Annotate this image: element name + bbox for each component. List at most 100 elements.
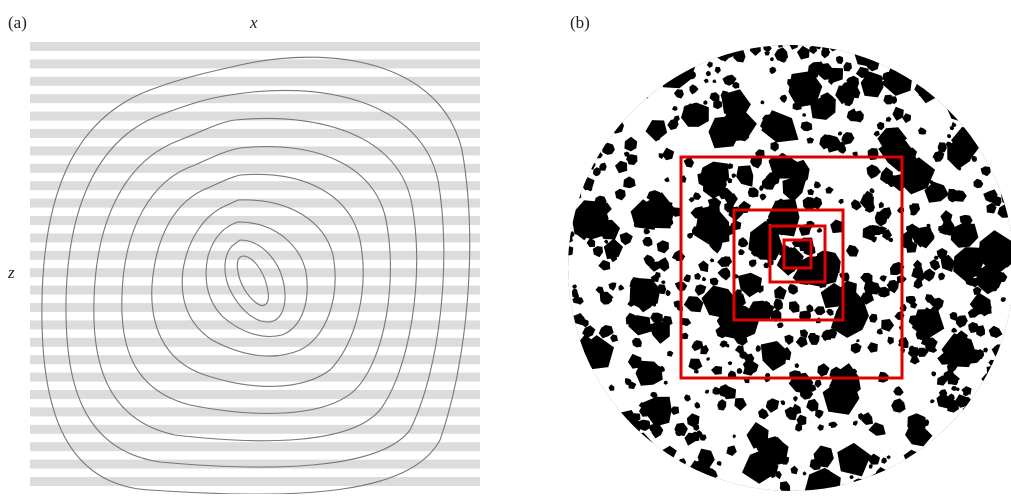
aggregate (585, 146, 589, 150)
aggregate (569, 163, 579, 172)
aggregate (601, 50, 609, 57)
aggregate (603, 54, 643, 83)
aggregate (907, 464, 920, 476)
aggregate (988, 119, 1001, 131)
aggregate (560, 92, 576, 106)
aggregate (845, 47, 850, 52)
aggregate (671, 484, 679, 491)
aggregate (965, 466, 975, 474)
aggregate (562, 245, 573, 256)
aggregate (640, 487, 648, 494)
aggregate (970, 429, 977, 436)
stripe (30, 129, 480, 138)
aggregate (576, 417, 591, 429)
aggregate (571, 431, 583, 446)
aggregate (566, 92, 572, 99)
aggregate (573, 401, 589, 415)
stripe (30, 320, 480, 329)
aggregate (987, 366, 998, 377)
aggregate (591, 71, 604, 84)
aggregate (997, 414, 1008, 427)
aggregate (686, 468, 700, 480)
aggregate (599, 452, 604, 456)
aggregate (975, 393, 983, 402)
aggregate (653, 464, 660, 472)
stripe (30, 477, 480, 486)
aggregate (626, 487, 638, 494)
stripe (30, 268, 480, 277)
aggregate (992, 402, 1001, 410)
aggregate (606, 115, 616, 127)
aggregate (854, 39, 878, 67)
aggregate (977, 423, 988, 434)
aggregate (986, 429, 1001, 441)
stripe (30, 303, 480, 312)
aggregate (1003, 140, 1011, 149)
aggregate (667, 73, 672, 78)
stripe (30, 355, 480, 364)
aggregate (973, 417, 979, 423)
aggregate (570, 137, 575, 141)
aggregate (573, 475, 583, 484)
aggregate (952, 472, 960, 480)
aggregate (949, 480, 956, 488)
stripe (30, 94, 480, 103)
aggregate (989, 45, 1001, 57)
stripe (30, 442, 480, 451)
aggregate (576, 342, 581, 347)
aggregate (566, 113, 574, 123)
aggregate (906, 59, 910, 63)
aggregate (641, 42, 652, 52)
aggregate (981, 120, 999, 140)
aggregate (993, 136, 1004, 149)
aggregate (883, 48, 888, 52)
aggregate (630, 75, 635, 80)
aggregate (580, 110, 585, 115)
aggregate (585, 160, 593, 168)
aggregate (608, 449, 635, 476)
aggregate (985, 462, 997, 473)
aggregate (663, 465, 671, 472)
axis-label: x (249, 13, 258, 32)
stripe (30, 146, 480, 155)
aggregate (680, 44, 686, 50)
aggregate (619, 416, 624, 421)
aggregate (980, 117, 983, 121)
aggregate (583, 136, 593, 147)
aggregate (997, 173, 1001, 177)
aggregate (838, 485, 850, 495)
aggregate (953, 429, 995, 462)
aggregate (993, 481, 997, 486)
aggregate (580, 443, 587, 450)
stripe (30, 407, 480, 416)
aggregate (623, 427, 635, 440)
aggregate (946, 467, 959, 479)
aggregate (568, 141, 585, 159)
aggregate (977, 44, 988, 54)
aggregate (572, 419, 578, 424)
aggregate (598, 487, 609, 494)
aggregate (594, 457, 617, 481)
stripe (30, 390, 480, 399)
aggregate (584, 48, 596, 58)
aggregate (598, 93, 608, 105)
aggregate (996, 402, 1001, 407)
aggregate (578, 91, 590, 105)
aggregate (560, 332, 575, 347)
aggregate (567, 163, 580, 174)
aggregate (999, 168, 1007, 174)
aggregate (929, 472, 936, 479)
aggregate (620, 479, 631, 489)
aggregate (570, 131, 581, 144)
aggregate (569, 413, 589, 430)
stripe (30, 286, 480, 295)
aggregate (860, 489, 872, 494)
aggregate (956, 431, 975, 452)
aggregate (601, 420, 607, 427)
aggregate (617, 119, 620, 123)
aggregate (967, 419, 975, 426)
aggregate (578, 490, 583, 494)
aggregate (957, 451, 970, 467)
aggregate (606, 97, 617, 109)
aggregate (673, 485, 682, 494)
